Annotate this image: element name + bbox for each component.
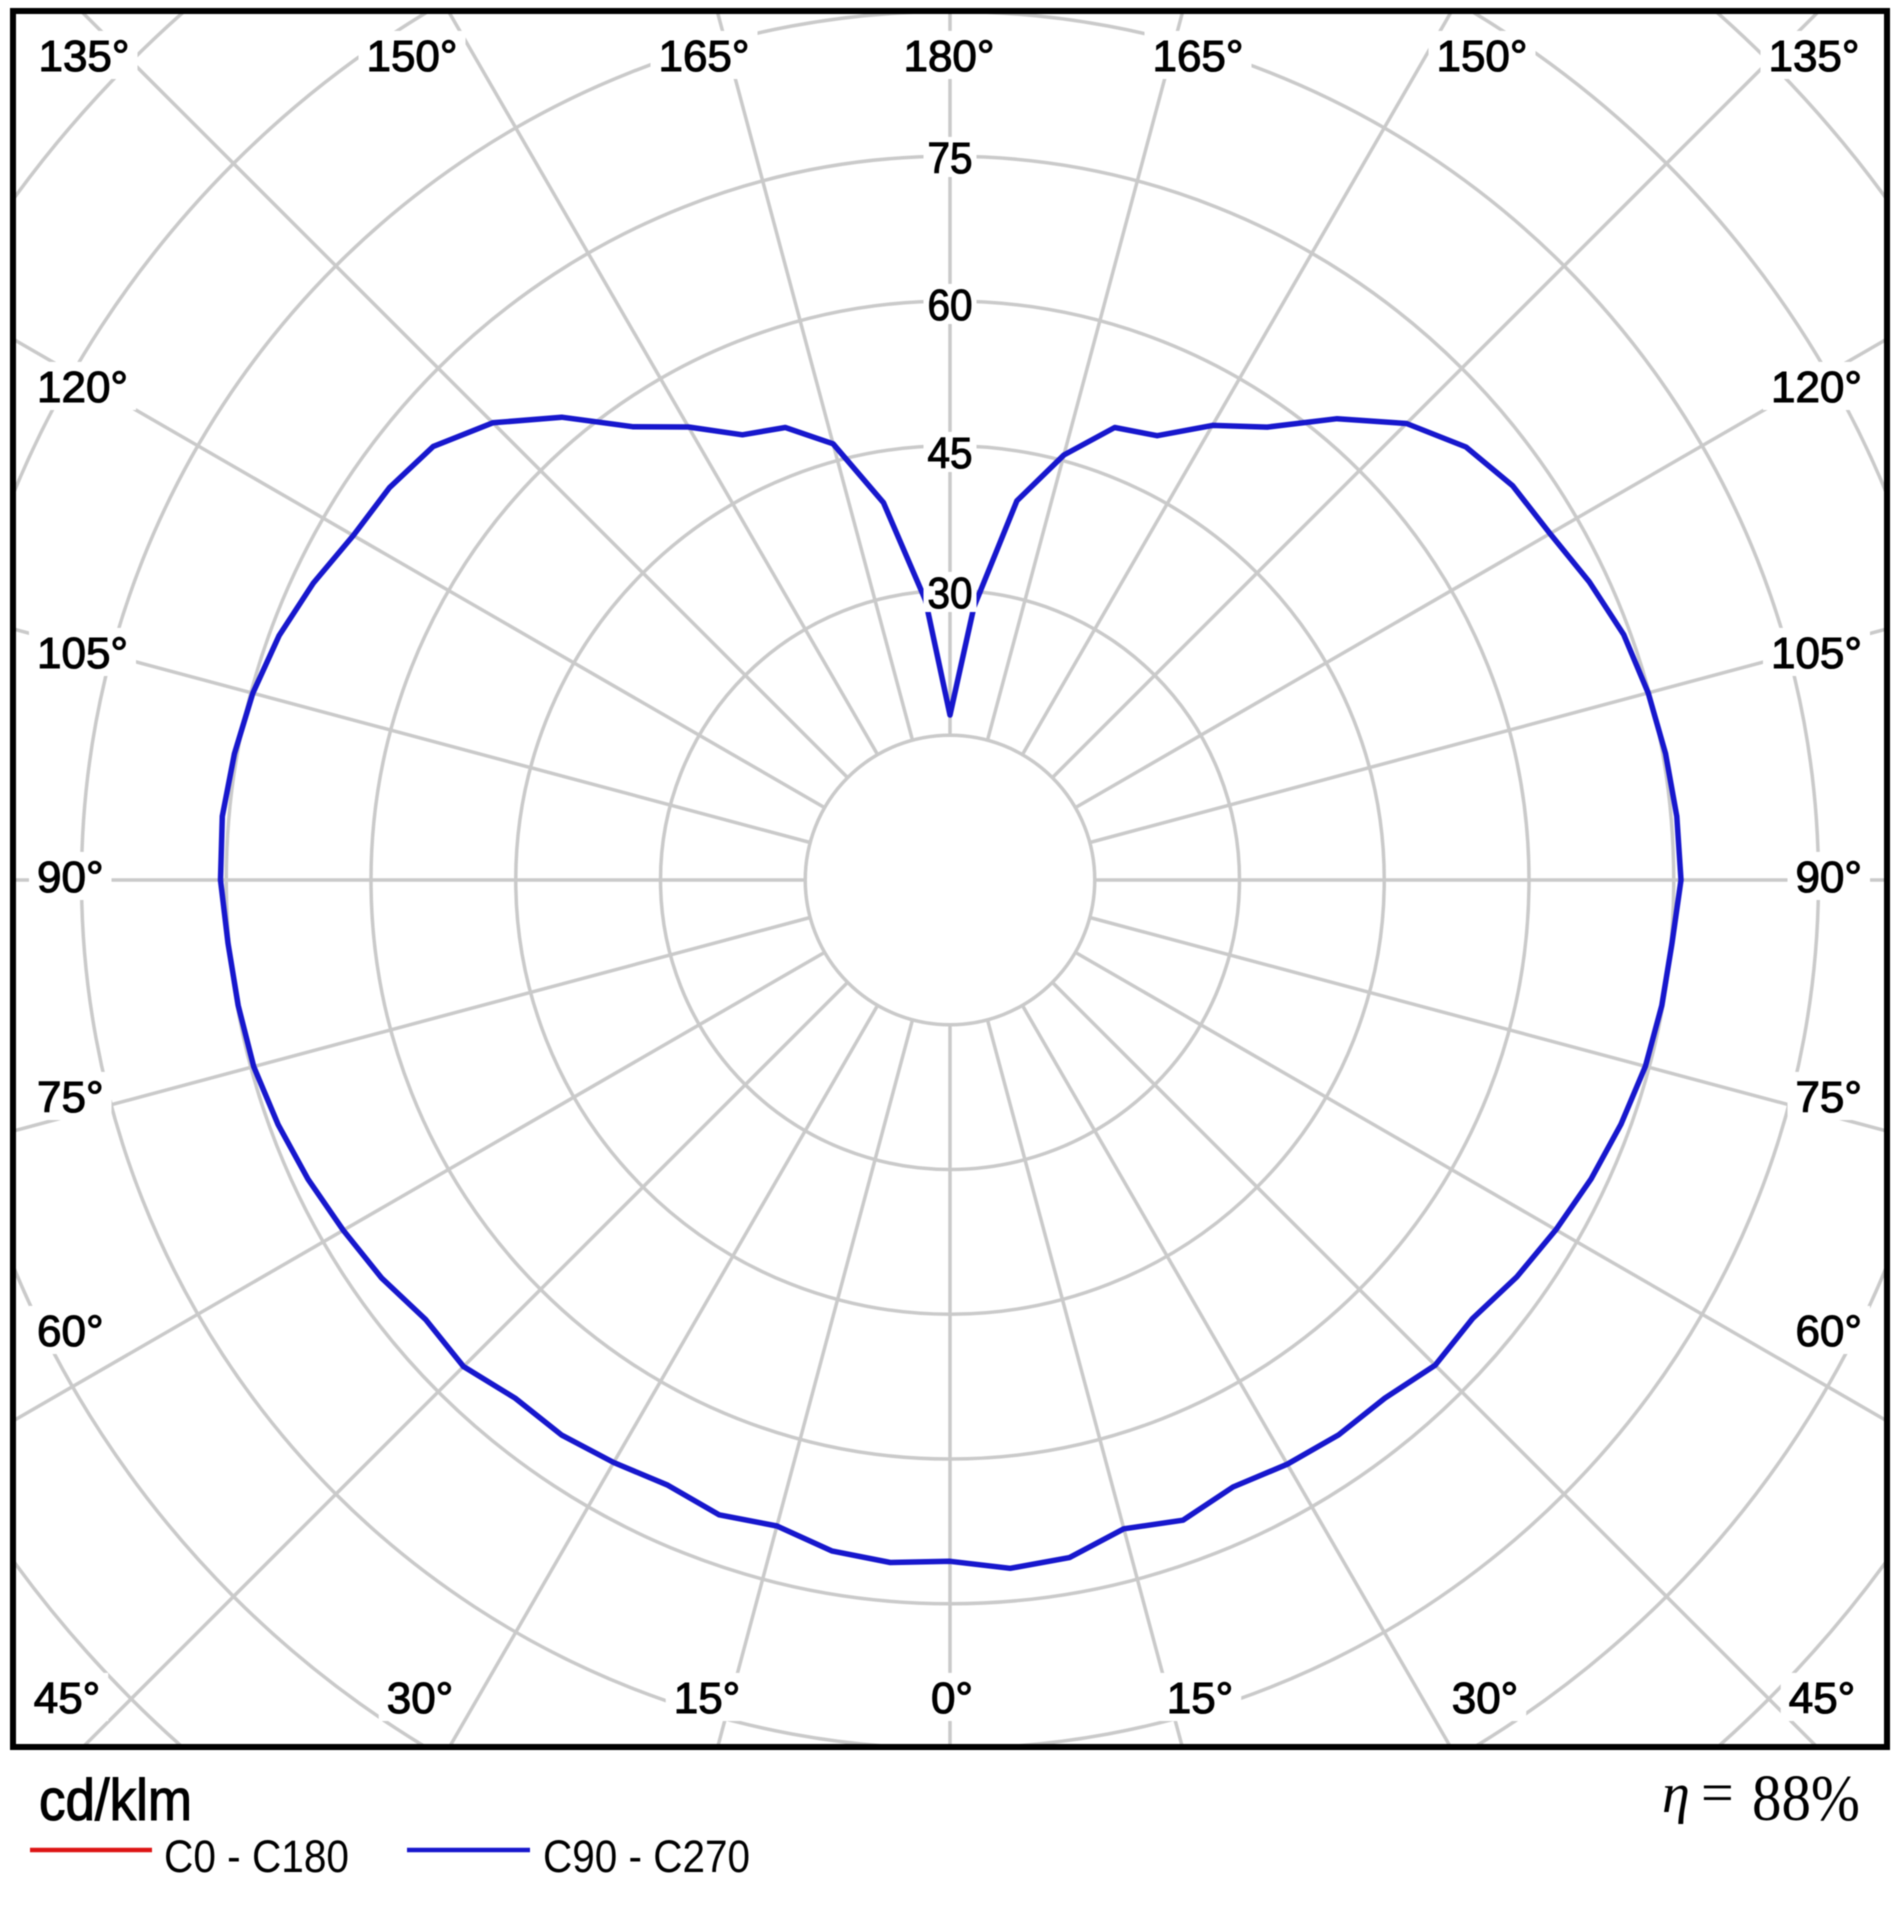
svg-text:45: 45 <box>928 429 973 478</box>
svg-text:75°: 75° <box>37 1073 104 1122</box>
svg-text:30°: 30° <box>387 1674 454 1723</box>
svg-text:60°: 60° <box>1795 1307 1862 1356</box>
svg-text:45°: 45° <box>1789 1674 1856 1723</box>
svg-text:15°: 15° <box>1167 1674 1234 1723</box>
svg-text:165°: 165° <box>658 32 749 81</box>
svg-text:60°: 60° <box>37 1307 104 1356</box>
svg-text:75°: 75° <box>1795 1073 1862 1122</box>
svg-text:=: = <box>1701 1760 1734 1825</box>
svg-text:105°: 105° <box>1771 629 1862 678</box>
svg-text:165°: 165° <box>1152 32 1243 81</box>
svg-text:45°: 45° <box>34 1674 101 1723</box>
svg-text:C90 - C270: C90 - C270 <box>543 1831 750 1882</box>
svg-text:90°: 90° <box>37 853 104 902</box>
svg-text:105°: 105° <box>37 629 128 678</box>
svg-text:180°: 180° <box>903 32 994 81</box>
svg-text:η: η <box>1662 1763 1690 1825</box>
svg-text:150°: 150° <box>1436 32 1527 81</box>
svg-text:150°: 150° <box>366 32 457 81</box>
svg-text:30°: 30° <box>1452 1674 1519 1723</box>
svg-text:135°: 135° <box>38 32 129 81</box>
svg-text:30: 30 <box>928 569 973 618</box>
svg-text:60: 60 <box>928 281 973 330</box>
svg-text:C0 - C180: C0 - C180 <box>164 1831 349 1882</box>
svg-text:120°: 120° <box>37 363 128 412</box>
svg-text:75: 75 <box>928 134 973 183</box>
svg-text:15°: 15° <box>674 1674 741 1723</box>
svg-text:135°: 135° <box>1768 32 1859 81</box>
svg-text:cd/klm: cd/klm <box>39 1768 192 1833</box>
svg-text:90°: 90° <box>1795 853 1862 902</box>
svg-text:120°: 120° <box>1771 363 1862 412</box>
svg-text:88%: 88% <box>1752 1762 1860 1835</box>
svg-text:0°: 0° <box>931 1674 973 1723</box>
